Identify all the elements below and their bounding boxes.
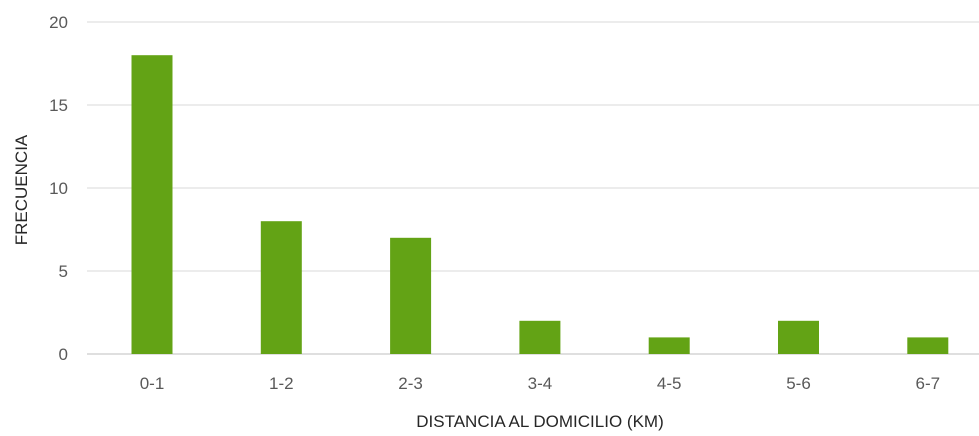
bar-3-4 xyxy=(519,320,561,354)
x-tick-label: 4-5 xyxy=(657,374,682,393)
y-tick-label: 20 xyxy=(49,13,68,32)
y-tick-label: 0 xyxy=(59,345,68,364)
bar-1-2 xyxy=(260,221,302,354)
bar-0-1 xyxy=(131,55,173,354)
x-tick-label: 0-1 xyxy=(140,374,165,393)
bar-2-3 xyxy=(390,237,432,354)
x-tick-label: 3-4 xyxy=(528,374,553,393)
x-tick-label: 2-3 xyxy=(398,374,423,393)
x-tick-label: 5-6 xyxy=(786,374,811,393)
x-axis-ticks: 0-1 1-2 2-3 3-4 4-5 5-6 6-7 xyxy=(140,374,940,393)
x-axis-title: DISTANCIA AL DOMICILIO (KM) xyxy=(416,412,663,431)
x-tick-label: 6-7 xyxy=(916,374,941,393)
y-axis-title: FRECUENCIA xyxy=(12,134,31,245)
y-tick-label: 15 xyxy=(49,96,68,115)
y-axis-ticks: 0 5 10 15 20 xyxy=(49,13,68,364)
y-tick-label: 10 xyxy=(49,179,68,198)
bars xyxy=(131,55,949,354)
x-tick-label: 1-2 xyxy=(269,374,294,393)
bar-5-6 xyxy=(778,320,819,354)
bar-6-7 xyxy=(907,337,949,354)
y-tick-label: 5 xyxy=(59,262,68,281)
gridlines xyxy=(87,21,979,355)
bar-4-5 xyxy=(648,337,690,354)
